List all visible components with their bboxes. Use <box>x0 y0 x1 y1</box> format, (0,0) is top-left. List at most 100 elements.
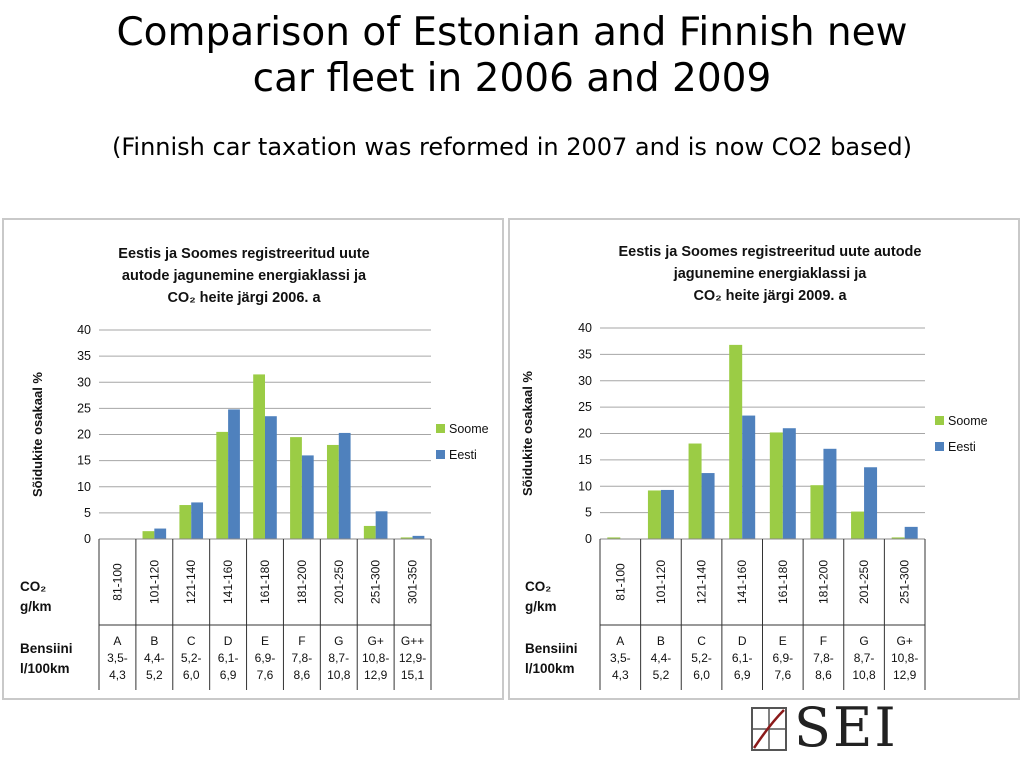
bar-eesti <box>701 473 715 539</box>
consumption-label: 10,8 <box>852 668 876 682</box>
co2-row-label: g/km <box>525 599 557 614</box>
consumption-label: 5,2- <box>691 651 712 665</box>
bar-eesti <box>228 409 240 539</box>
consumption-label: 7,6 <box>257 668 274 682</box>
y-tick-label: 0 <box>84 532 91 546</box>
energy-class-label: F <box>298 634 305 648</box>
fuel-row-label: Bensiini <box>525 641 578 656</box>
chart-title-line: CO₂ heite järgi 2009. a <box>693 288 847 304</box>
x-tick-label: 121-140 <box>695 560 709 604</box>
bar-soome <box>647 490 661 539</box>
energy-class-label: D <box>738 634 747 648</box>
chart-title-line: Eestis ja Soomes registreeritud uute aut… <box>619 244 922 260</box>
y-tick-label: 35 <box>578 347 592 361</box>
energy-class-label: E <box>261 634 269 648</box>
consumption-label: 4,3 <box>109 668 126 682</box>
y-tick-label: 10 <box>77 480 91 494</box>
bar-soome <box>891 537 905 539</box>
consumption-label: 5,2 <box>653 668 670 682</box>
sei-logo-text: SEI <box>794 696 898 759</box>
energy-class-label: C <box>187 634 196 648</box>
y-tick-label: 10 <box>578 479 592 493</box>
consumption-label: 15,1 <box>401 668 425 682</box>
slide-title-line-2: car fleet in 2006 and 2009 <box>252 56 772 101</box>
bar-soome <box>851 511 865 539</box>
bar-eesti <box>301 455 314 539</box>
y-tick-label: 0 <box>585 532 592 546</box>
legend-swatch-eesti <box>436 450 445 459</box>
chart-panel-2009: Eestis ja Soomes registreeritud uute aut… <box>508 218 1020 700</box>
energy-class-label: G+ <box>897 634 913 648</box>
consumption-label: 8,6 <box>294 668 311 682</box>
bar-soome <box>142 531 155 539</box>
bar-soome <box>253 374 265 539</box>
consumption-label: 5,2 <box>146 668 163 682</box>
chart-2009: Eestis ja Soomes registreeritud uute aut… <box>520 244 988 690</box>
consumption-label: 6,9 <box>220 668 237 682</box>
chart-title: Eestis ja Soomes registreeritud uute aut… <box>619 244 922 304</box>
chart-2006: Eestis ja Soomes registreeritud uute auto… <box>20 246 489 690</box>
consumption-label: 8,6 <box>815 668 832 682</box>
bar-eesti <box>904 526 918 539</box>
energy-class-label: D <box>224 634 233 648</box>
x-tick-label: 251-300 <box>898 560 912 604</box>
chart-title-line: jagunemine energiaklassi ja <box>673 266 868 282</box>
consumption-label: 12,9 <box>364 668 388 682</box>
bar-soome <box>729 344 743 539</box>
energy-class-label: G+ <box>367 634 383 648</box>
bar-soome <box>769 432 783 539</box>
consumption-label: 8,7- <box>854 651 875 665</box>
chart-panel-2006: Eestis ja Soomes registreeritud uute auto… <box>2 218 504 700</box>
x-tick-label: 101-120 <box>654 560 668 604</box>
fuel-row-label: Bensiini <box>20 641 73 656</box>
x-tick-label: 201-250 <box>857 560 871 604</box>
bar-soome <box>179 505 192 539</box>
legend-swatch-eesti <box>935 442 944 451</box>
x-tick-label: 81-100 <box>110 563 124 601</box>
consumption-label: 3,5- <box>107 651 128 665</box>
bar-soome <box>400 537 413 539</box>
y-tick-label: 5 <box>585 506 592 520</box>
consumption-label: 10,8- <box>362 651 389 665</box>
y-tick-label: 25 <box>578 400 592 414</box>
bar-eesti <box>338 432 351 539</box>
consumption-label: 10,8 <box>327 668 351 682</box>
legend-label-soome: Soome <box>449 422 489 436</box>
slide-subtitle: (Finnish car taxation was reformed in 20… <box>111 133 912 161</box>
bar-eesti <box>823 448 837 539</box>
consumption-label: 7,8- <box>292 651 313 665</box>
x-tick-label: 141-160 <box>735 560 749 604</box>
bar-eesti <box>412 535 425 539</box>
legend-label-eesti: Eesti <box>449 448 477 462</box>
sei-emblem-icon <box>751 707 787 751</box>
y-tick-label: 15 <box>578 453 592 467</box>
consumption-label: 3,5- <box>610 651 631 665</box>
legend-swatch-soome <box>935 416 944 425</box>
legend-label-eesti: Eesti <box>948 440 976 454</box>
y-tick-label: 35 <box>77 349 91 363</box>
legend-label-soome: Soome <box>948 414 988 428</box>
consumption-label: 7,6 <box>774 668 791 682</box>
x-tick-label: 181-200 <box>295 560 309 604</box>
bar-eesti <box>265 416 277 539</box>
x-tick-label: 201-250 <box>332 560 346 604</box>
x-tick-label: 141-160 <box>221 560 235 604</box>
x-tick-label: 301-350 <box>406 560 420 604</box>
y-tick-label: 30 <box>578 374 592 388</box>
energy-class-label: A <box>113 634 121 648</box>
co2-row-label: CO₂ <box>525 579 551 594</box>
energy-class-label: C <box>697 634 706 648</box>
x-tick-label: 251-300 <box>369 560 383 604</box>
y-tick-label: 25 <box>77 401 91 415</box>
consumption-label: 6,9 <box>734 668 751 682</box>
x-tick-label: 121-140 <box>184 560 198 604</box>
bar-eesti <box>191 502 204 539</box>
consumption-label: 12,9- <box>399 651 426 665</box>
consumption-label: 6,9- <box>255 651 276 665</box>
x-tick-label: 161-180 <box>258 560 272 604</box>
consumption-label: 8,7- <box>328 651 349 665</box>
consumption-label: 6,0 <box>693 668 710 682</box>
fuel-row-label: l/100km <box>20 661 70 676</box>
y-axis-label: Sõidukite osakaal % <box>30 372 45 497</box>
fuel-row-label: l/100km <box>525 661 575 676</box>
